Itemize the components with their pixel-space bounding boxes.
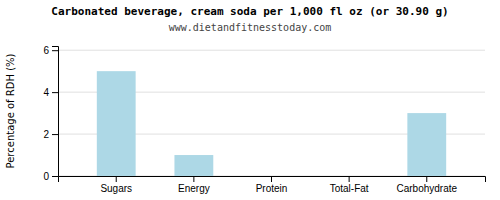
tick-label: 2 xyxy=(43,129,49,140)
tick-mark xyxy=(52,134,58,135)
title: Carbonated beverage, cream soda per 1,00… xyxy=(51,5,448,18)
tick-mark xyxy=(52,92,58,93)
grid xyxy=(58,50,485,176)
x-tick: Carbohydrate xyxy=(396,176,457,194)
x-tick: Total-Fat xyxy=(330,176,369,194)
tick-label: Sugars xyxy=(100,183,132,194)
y-tick: 2 xyxy=(43,129,58,140)
tick-mark xyxy=(116,176,117,182)
tick-label: Carbohydrate xyxy=(396,183,457,194)
y-tick: 6 xyxy=(43,45,58,56)
bar xyxy=(330,176,369,177)
tick-mark xyxy=(426,176,427,182)
y-axis: 0 2 4 6 xyxy=(43,45,58,182)
grid-line xyxy=(58,50,485,51)
bar xyxy=(252,176,291,177)
y-axis-title: Percentage of RDH (%) xyxy=(5,53,16,168)
tick-label: 4 xyxy=(43,87,49,98)
tick-mark xyxy=(52,50,58,51)
y-tick: 0 xyxy=(43,171,58,182)
bar xyxy=(97,71,136,176)
tick-label: Protein xyxy=(256,183,288,194)
y-tick: 4 xyxy=(43,87,58,98)
tick-mark xyxy=(271,176,272,182)
tick-mark xyxy=(349,176,350,182)
x-tick: Sugars xyxy=(100,176,132,194)
marks xyxy=(97,71,446,176)
tick-label: 0 xyxy=(43,171,49,182)
chart: Carbonated beverage, cream soda per 1,00… xyxy=(0,0,500,200)
x-tick: Energy xyxy=(178,176,210,194)
tick-mark xyxy=(193,176,194,182)
subtitle: www.dietandfitnesstoday.com xyxy=(169,22,332,33)
tick-label: 6 xyxy=(43,45,49,56)
axis-line xyxy=(59,177,486,183)
tick-label: Total-Fat xyxy=(330,183,369,194)
axis-line xyxy=(52,47,59,177)
x-axis: Sugars Energy Protein Total-Fat Carbohydrate xyxy=(59,176,486,194)
tick-mark xyxy=(52,176,58,177)
bar xyxy=(174,155,213,176)
bar xyxy=(407,113,446,176)
x-tick: Protein xyxy=(256,176,288,194)
tick-label: Energy xyxy=(178,183,210,194)
plot: 0 2 4 6 Sugars Energy Protein Total-Fat Carbohyd… xyxy=(43,45,485,194)
